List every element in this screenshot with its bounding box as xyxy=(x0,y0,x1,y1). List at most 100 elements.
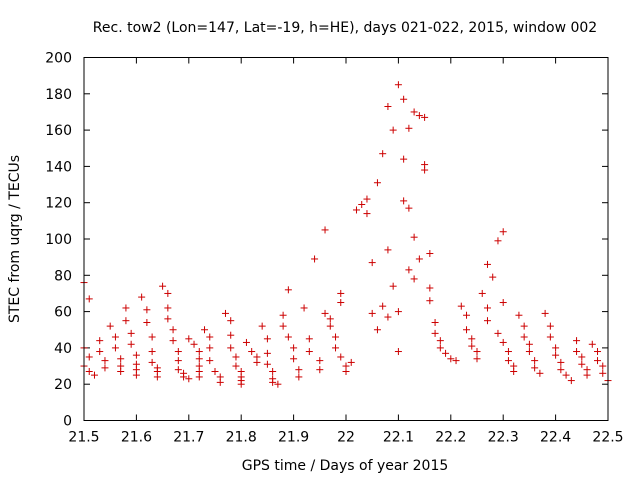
data-point xyxy=(531,357,539,365)
data-point xyxy=(111,344,119,352)
data-point xyxy=(164,315,172,323)
data-point xyxy=(311,255,319,263)
data-point xyxy=(143,318,151,326)
data-point xyxy=(201,326,209,334)
data-point xyxy=(426,297,434,305)
data-point xyxy=(373,326,381,334)
data-point xyxy=(499,338,507,346)
x-tick-label: 21.6 xyxy=(121,430,152,446)
data-point xyxy=(431,318,439,326)
data-point xyxy=(185,335,193,343)
x-tick-label: 22.4 xyxy=(540,430,571,446)
data-point xyxy=(237,380,245,388)
data-point xyxy=(405,124,413,132)
data-point xyxy=(546,322,554,330)
y-axis-label: STEC from uqrg / TECUs xyxy=(7,155,23,323)
data-point xyxy=(489,273,497,281)
data-point xyxy=(127,340,135,348)
data-point xyxy=(174,366,182,374)
data-point xyxy=(473,355,481,363)
data-point xyxy=(206,333,214,341)
data-point xyxy=(284,333,292,341)
data-point xyxy=(389,282,397,290)
data-point xyxy=(552,351,560,359)
data-point xyxy=(132,371,140,379)
y-tick-label: 140 xyxy=(45,159,72,175)
data-point xyxy=(562,371,570,379)
data-point xyxy=(90,371,98,379)
data-point xyxy=(379,302,387,310)
data-point xyxy=(337,289,345,297)
data-point xyxy=(405,266,413,274)
x-tick-label: 22.5 xyxy=(592,430,623,446)
data-point xyxy=(232,353,240,361)
data-point xyxy=(169,326,177,334)
data-point xyxy=(248,348,256,356)
data-point xyxy=(253,358,261,366)
data-point xyxy=(337,299,345,307)
data-point xyxy=(483,317,491,325)
y-tick-label: 40 xyxy=(54,341,72,357)
data-point xyxy=(504,348,512,356)
data-point xyxy=(122,317,130,325)
data-point xyxy=(117,355,125,363)
data-point xyxy=(347,358,355,366)
data-point xyxy=(148,333,156,341)
data-point xyxy=(300,304,308,312)
data-point xyxy=(373,179,381,187)
data-point xyxy=(599,362,607,370)
data-point xyxy=(185,375,193,383)
data-point xyxy=(122,304,130,312)
x-tick-label: 21.8 xyxy=(226,430,257,446)
data-point xyxy=(400,155,408,163)
data-point xyxy=(552,344,560,352)
data-point xyxy=(415,112,423,120)
data-point xyxy=(195,373,203,381)
data-point xyxy=(127,329,135,337)
data-point xyxy=(164,304,172,312)
data-point xyxy=(421,113,429,121)
data-point xyxy=(421,166,429,174)
data-point xyxy=(153,373,161,381)
data-point xyxy=(447,355,455,363)
x-axis-label: GPS time / Days of year 2015 xyxy=(242,458,449,474)
data-point xyxy=(400,95,408,103)
data-point xyxy=(263,349,271,357)
data-point xyxy=(269,367,277,375)
plot-frame xyxy=(83,57,609,421)
data-point xyxy=(578,353,586,361)
data-point xyxy=(316,357,324,365)
data-point xyxy=(305,335,313,343)
data-point xyxy=(106,322,114,330)
data-point xyxy=(394,348,402,356)
data-point xyxy=(363,210,371,218)
data-point xyxy=(389,126,397,134)
data-point xyxy=(195,355,203,363)
data-point xyxy=(332,333,340,341)
data-point xyxy=(594,357,602,365)
data-point xyxy=(211,367,219,375)
data-point xyxy=(588,340,596,348)
data-point xyxy=(159,282,167,290)
data-point xyxy=(499,299,507,307)
data-point xyxy=(394,308,402,316)
data-point xyxy=(206,357,214,365)
data-point xyxy=(410,233,418,241)
data-point xyxy=(415,255,423,263)
data-point xyxy=(85,295,93,303)
data-point xyxy=(384,246,392,254)
data-point xyxy=(536,369,544,377)
x-tick-label: 21.9 xyxy=(278,430,309,446)
data-point xyxy=(232,362,240,370)
data-point xyxy=(510,367,518,375)
data-point xyxy=(468,342,476,350)
data-point xyxy=(463,311,471,319)
data-point xyxy=(358,201,366,209)
data-point xyxy=(426,284,434,292)
y-tick-label: 60 xyxy=(54,305,72,321)
data-point xyxy=(410,108,418,116)
data-point xyxy=(295,366,303,374)
data-point xyxy=(169,337,177,345)
data-point xyxy=(504,357,512,365)
x-tick-label: 22.3 xyxy=(488,430,519,446)
